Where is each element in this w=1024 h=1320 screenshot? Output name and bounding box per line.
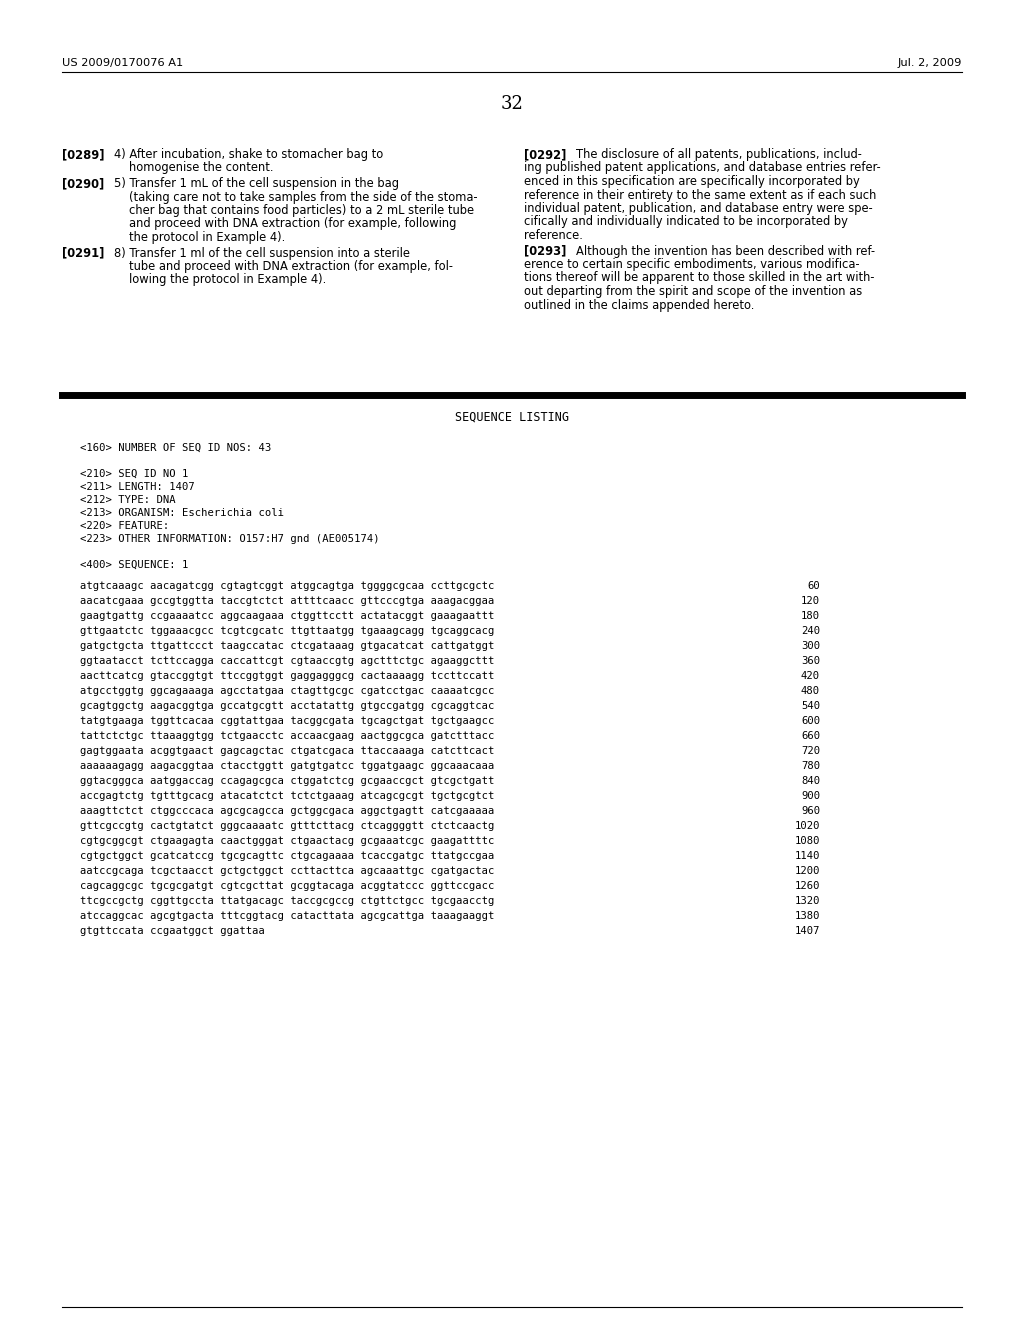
Text: ggtaatacct tcttccagga caccattcgt cgtaaccgtg agctttctgc agaaggcttt: ggtaatacct tcttccagga caccattcgt cgtaacc… [80, 656, 495, 667]
Text: tattctctgc ttaaaggtgg tctgaacctc accaacgaag aactggcgca gatctttacc: tattctctgc ttaaaggtgg tctgaacctc accaacg… [80, 731, 495, 741]
Text: cifically and individually indicated to be incorporated by: cifically and individually indicated to … [524, 215, 848, 228]
Text: [0289]: [0289] [62, 148, 104, 161]
Text: reference.: reference. [524, 228, 583, 242]
Text: out departing from the spirit and scope of the invention as: out departing from the spirit and scope … [524, 285, 862, 298]
Text: 480: 480 [801, 686, 820, 696]
Text: 240: 240 [801, 626, 820, 636]
Text: cgtgcggcgt ctgaagagta caactgggat ctgaactacg gcgaaatcgc gaagattttc: cgtgcggcgt ctgaagagta caactgggat ctgaact… [80, 836, 495, 846]
Text: 840: 840 [801, 776, 820, 785]
Text: 1320: 1320 [795, 896, 820, 906]
Text: 1020: 1020 [795, 821, 820, 832]
Text: 120: 120 [801, 597, 820, 606]
Text: 5) Transfer 1 mL of the cell suspension in the bag: 5) Transfer 1 mL of the cell suspension … [114, 177, 399, 190]
Text: aacttcatcg gtaccggtgt ttccggtggt gaggagggcg cactaaaagg tccttccatt: aacttcatcg gtaccggtgt ttccggtggt gaggagg… [80, 671, 495, 681]
Text: enced in this specification are specifically incorporated by: enced in this specification are specific… [524, 176, 860, 187]
Text: <220> FEATURE:: <220> FEATURE: [80, 521, 169, 531]
Text: cagcaggcgc tgcgcgatgt cgtcgcttat gcggtacaga acggtatccc ggttccgacc: cagcaggcgc tgcgcgatgt cgtcgcttat gcggtac… [80, 880, 495, 891]
Text: ttcgccgctg cggttgccta ttatgacagc taccgcgccg ctgttctgcc tgcgaacctg: ttcgccgctg cggttgccta ttatgacagc taccgcg… [80, 896, 495, 906]
Text: (taking care not to take samples from the side of the stoma-: (taking care not to take samples from th… [129, 190, 477, 203]
Text: Although the invention has been described with ref-: Although the invention has been describe… [575, 244, 876, 257]
Text: <212> TYPE: DNA: <212> TYPE: DNA [80, 495, 176, 506]
Text: <211> LENGTH: 1407: <211> LENGTH: 1407 [80, 482, 195, 492]
Text: 960: 960 [801, 807, 820, 816]
Text: gatgctgcta ttgattccct taagccatac ctcgataaag gtgacatcat cattgatggt: gatgctgcta ttgattccct taagccatac ctcgata… [80, 642, 495, 651]
Text: 1140: 1140 [795, 851, 820, 861]
Text: aacatcgaaa gccgtggtta taccgtctct attttcaacc gttcccgtga aaagacggaa: aacatcgaaa gccgtggtta taccgtctct attttca… [80, 597, 495, 606]
Text: 4) After incubation, shake to stomacher bag to: 4) After incubation, shake to stomacher … [114, 148, 383, 161]
Text: <223> OTHER INFORMATION: O157:H7 gnd (AE005174): <223> OTHER INFORMATION: O157:H7 gnd (AE… [80, 535, 380, 544]
Text: 1200: 1200 [795, 866, 820, 876]
Text: The disclosure of all patents, publications, includ-: The disclosure of all patents, publicati… [575, 148, 862, 161]
Text: gttgaatctc tggaaacgcc tcgtcgcatc ttgttaatgg tgaaagcagg tgcaggcacg: gttgaatctc tggaaacgcc tcgtcgcatc ttgttaa… [80, 626, 495, 636]
Text: <400> SEQUENCE: 1: <400> SEQUENCE: 1 [80, 560, 188, 570]
Text: gaagtgattg ccgaaaatcc aggcaagaaa ctggttcctt actatacggt gaaagaattt: gaagtgattg ccgaaaatcc aggcaagaaa ctggttc… [80, 611, 495, 620]
Text: gttcgccgtg cactgtatct gggcaaaatc gtttcttacg ctcaggggtt ctctcaactg: gttcgccgtg cactgtatct gggcaaaatc gtttctt… [80, 821, 495, 832]
Text: 600: 600 [801, 715, 820, 726]
Text: <210> SEQ ID NO 1: <210> SEQ ID NO 1 [80, 469, 188, 479]
Text: 900: 900 [801, 791, 820, 801]
Text: aatccgcaga tcgctaacct gctgctggct ccttacttca agcaaattgc cgatgactac: aatccgcaga tcgctaacct gctgctggct ccttact… [80, 866, 495, 876]
Text: gcagtggctg aagacggtga gccatgcgtt acctatattg gtgccgatgg cgcaggtcac: gcagtggctg aagacggtga gccatgcgtt acctata… [80, 701, 495, 711]
Text: tatgtgaaga tggttcacaa cggtattgaa tacggcgata tgcagctgat tgctgaagcc: tatgtgaaga tggttcacaa cggtattgaa tacggcg… [80, 715, 495, 726]
Text: <213> ORGANISM: Escherichia coli: <213> ORGANISM: Escherichia coli [80, 508, 284, 517]
Text: 180: 180 [801, 611, 820, 620]
Text: the protocol in Example 4).: the protocol in Example 4). [129, 231, 286, 244]
Text: Jul. 2, 2009: Jul. 2, 2009 [898, 58, 962, 69]
Text: erence to certain specific embodiments, various modifica-: erence to certain specific embodiments, … [524, 257, 859, 271]
Text: 1407: 1407 [795, 927, 820, 936]
Text: ggtacgggca aatggaccag ccagagcgca ctggatctcg gcgaaccgct gtcgctgatt: ggtacgggca aatggaccag ccagagcgca ctggatc… [80, 776, 495, 785]
Text: 8) Transfer 1 ml of the cell suspension into a sterile: 8) Transfer 1 ml of the cell suspension … [114, 247, 410, 260]
Text: gagtggaata acggtgaact gagcagctac ctgatcgaca ttaccaaaga catcttcact: gagtggaata acggtgaact gagcagctac ctgatcg… [80, 746, 495, 756]
Text: tions thereof will be apparent to those skilled in the art with-: tions thereof will be apparent to those … [524, 272, 874, 285]
Text: 780: 780 [801, 762, 820, 771]
Text: 300: 300 [801, 642, 820, 651]
Text: 60: 60 [807, 581, 820, 591]
Text: <160> NUMBER OF SEQ ID NOS: 43: <160> NUMBER OF SEQ ID NOS: 43 [80, 444, 271, 453]
Text: 1080: 1080 [795, 836, 820, 846]
Text: atgcctggtg ggcagaaaga agcctatgaa ctagttgcgc cgatcctgac caaaatcgcc: atgcctggtg ggcagaaaga agcctatgaa ctagttg… [80, 686, 495, 696]
Text: 1380: 1380 [795, 911, 820, 921]
Text: 720: 720 [801, 746, 820, 756]
Text: ing published patent applications, and database entries refer-: ing published patent applications, and d… [524, 161, 881, 174]
Text: [0290]: [0290] [62, 177, 104, 190]
Text: aaaaaagagg aagacggtaa ctacctggtt gatgtgatcc tggatgaagc ggcaaacaaa: aaaaaagagg aagacggtaa ctacctggtt gatgtga… [80, 762, 495, 771]
Text: cgtgctggct gcatcatccg tgcgcagttc ctgcagaaaa tcaccgatgc ttatgccgaa: cgtgctggct gcatcatccg tgcgcagttc ctgcaga… [80, 851, 495, 861]
Text: SEQUENCE LISTING: SEQUENCE LISTING [455, 411, 569, 424]
Text: aaagttctct ctggcccaca agcgcagcca gctggcgaca aggctgagtt catcgaaaaa: aaagttctct ctggcccaca agcgcagcca gctggcg… [80, 807, 495, 816]
Text: US 2009/0170076 A1: US 2009/0170076 A1 [62, 58, 183, 69]
Text: atgtcaaagc aacagatcgg cgtagtcggt atggcagtga tggggcgcaa ccttgcgctc: atgtcaaagc aacagatcgg cgtagtcggt atggcag… [80, 581, 495, 591]
Text: and proceed with DNA extraction (for example, following: and proceed with DNA extraction (for exa… [129, 218, 457, 231]
Text: outlined in the claims appended hereto.: outlined in the claims appended hereto. [524, 298, 755, 312]
Text: accgagtctg tgtttgcacg atacatctct tctctgaaag atcagcgcgt tgctgcgtct: accgagtctg tgtttgcacg atacatctct tctctga… [80, 791, 495, 801]
Text: [0292]: [0292] [524, 148, 566, 161]
Text: 660: 660 [801, 731, 820, 741]
Text: gtgttccata ccgaatggct ggattaa: gtgttccata ccgaatggct ggattaa [80, 927, 265, 936]
Text: [0291]: [0291] [62, 247, 104, 260]
Text: [0293]: [0293] [524, 244, 566, 257]
Text: 1260: 1260 [795, 880, 820, 891]
Text: atccaggcac agcgtgacta tttcggtacg catacttata agcgcattga taaagaaggt: atccaggcac agcgtgacta tttcggtacg catactt… [80, 911, 495, 921]
Text: homogenise the content.: homogenise the content. [129, 161, 273, 174]
Text: reference in their entirety to the same extent as if each such: reference in their entirety to the same … [524, 189, 877, 202]
Text: 360: 360 [801, 656, 820, 667]
Text: lowing the protocol in Example 4).: lowing the protocol in Example 4). [129, 273, 327, 286]
Text: 420: 420 [801, 671, 820, 681]
Text: tube and proceed with DNA extraction (for example, fol-: tube and proceed with DNA extraction (fo… [129, 260, 453, 273]
Text: individual patent, publication, and database entry were spe-: individual patent, publication, and data… [524, 202, 872, 215]
Text: cher bag that contains food particles) to a 2 mL sterile tube: cher bag that contains food particles) t… [129, 205, 474, 216]
Text: 32: 32 [501, 95, 523, 114]
Text: 540: 540 [801, 701, 820, 711]
